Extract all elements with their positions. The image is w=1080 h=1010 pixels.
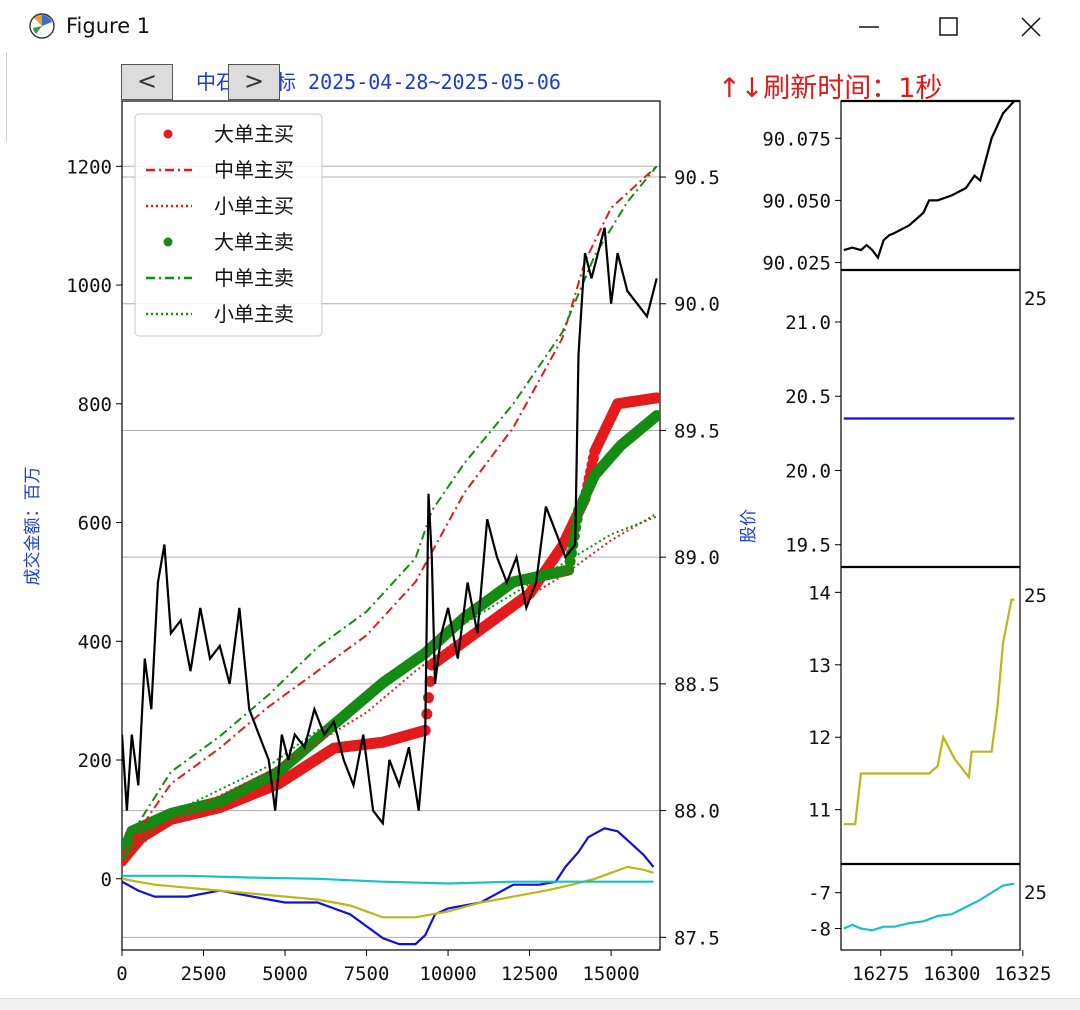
side-y-tick-label: 90.050 (762, 190, 831, 212)
side-y-tick-label: 90.025 (762, 253, 831, 275)
x-tick-label: 15000 (582, 963, 639, 985)
y2-tick-label: 89.5 (674, 420, 720, 442)
x-tick-label: 10000 (419, 963, 476, 985)
legend-label: 中单主买 (214, 158, 294, 182)
data-point (651, 410, 660, 422)
side-series-line-yellow (843, 598, 1015, 826)
side-y-tick-label: 12 (808, 727, 831, 749)
side-right-label: 25 (1024, 288, 1047, 310)
side-panel-frame (840, 100, 1021, 271)
side-panel-frame (840, 863, 1021, 951)
side-series-line-black (843, 100, 1016, 260)
y2-tick-label: 89.0 (674, 547, 720, 569)
y-tick-label: 1200 (66, 156, 112, 178)
minimize-icon[interactable] (840, 8, 898, 46)
series-line-blue (122, 827, 655, 946)
y2-tick-label: 90.0 (674, 294, 720, 316)
side-right-label: 25 (1024, 882, 1047, 904)
status-toolbar (0, 998, 1080, 1010)
refresh-label: ↑↓刷新时间：1秒 (718, 73, 943, 104)
side-y-tick-label: -8 (808, 919, 831, 941)
x-tick-label: 5000 (262, 963, 308, 985)
side-y-tick-label: 20.5 (785, 386, 831, 408)
main-plot-frame (121, 100, 661, 951)
data-point (564, 556, 576, 568)
x-tick-label: 12500 (501, 963, 558, 985)
series-line-cyan (122, 874, 654, 885)
y2-tick-label: 88.0 (674, 801, 720, 823)
side-y-tick-label: 90.075 (762, 128, 831, 150)
series-idx5 (122, 515, 658, 859)
matplotlib-icon (29, 13, 55, 39)
series-idx2 (122, 512, 658, 862)
next-label: > (243, 67, 265, 95)
x-tick-label: 2500 (181, 963, 227, 985)
side-y-tick-label: 20.0 (785, 460, 831, 482)
series-idx0 (122, 392, 660, 867)
side-y-tick-label: 14 (808, 582, 831, 604)
legend-label: 大单主卖 (214, 230, 294, 254)
data-point (571, 513, 583, 525)
y2-tick-label: 90.5 (674, 167, 720, 189)
main-series-group (122, 165, 660, 946)
legend-marker (163, 129, 173, 139)
series-line-yellow (122, 865, 654, 919)
maximize-icon[interactable] (920, 8, 978, 46)
legend-label: 小单主卖 (214, 302, 294, 326)
side-panel-frame (840, 566, 1021, 865)
y-axis-label: 成交金额：百万 (23, 467, 43, 586)
x-tick-label: 7500 (344, 963, 390, 985)
title-bar: Figure 1 (0, 0, 1080, 52)
data-point (421, 708, 433, 720)
y-tick-label: 600 (78, 513, 112, 535)
data-point (424, 675, 436, 687)
side-x-tick-label: 16300 (923, 963, 980, 985)
legend-marker (163, 237, 173, 247)
side-y-tick-label: -7 (808, 883, 831, 905)
series-line-black (122, 227, 658, 827)
y2-tick-label: 88.5 (674, 674, 720, 696)
legend-box (134, 113, 323, 337)
y-tick-label: 400 (78, 631, 112, 653)
window-title: Figure 1 (66, 14, 151, 38)
side-y-tick-label: 13 (808, 655, 831, 677)
series-idx4 (122, 165, 658, 850)
side-right-label: 25 (1024, 585, 1047, 607)
side-y-tick-label: 11 (808, 800, 831, 822)
y-tick-label: 800 (78, 394, 112, 416)
close-icon[interactable] (1002, 8, 1060, 46)
y-tick-label: 1000 (66, 275, 112, 297)
y2-axis-label: 股价 (739, 509, 759, 543)
side-series-line-cyan (843, 882, 1015, 932)
y-tick-label: 200 (78, 750, 112, 772)
side-y-tick-label: 21.0 (785, 312, 831, 334)
side-x-tick-label: 16325 (994, 963, 1051, 985)
legend-label: 小单主买 (214, 194, 294, 218)
next-button[interactable]: > (228, 64, 280, 100)
y2-tick-label: 87.5 (674, 927, 720, 949)
prev-button[interactable]: < (121, 64, 173, 100)
side-x-tick-label: 16275 (852, 963, 909, 985)
prev-label: < (136, 67, 158, 95)
legend-label: 大单主买 (214, 122, 294, 146)
series-idx1 (122, 165, 658, 856)
x-tick-label: 0 (116, 963, 127, 985)
data-point (651, 392, 660, 404)
series-idx3 (122, 410, 660, 861)
legend-label: 中单主卖 (214, 266, 294, 290)
side-y-tick-label: 19.5 (785, 535, 831, 557)
y-tick-label: 0 (101, 869, 112, 891)
window-left-edge (0, 52, 7, 142)
